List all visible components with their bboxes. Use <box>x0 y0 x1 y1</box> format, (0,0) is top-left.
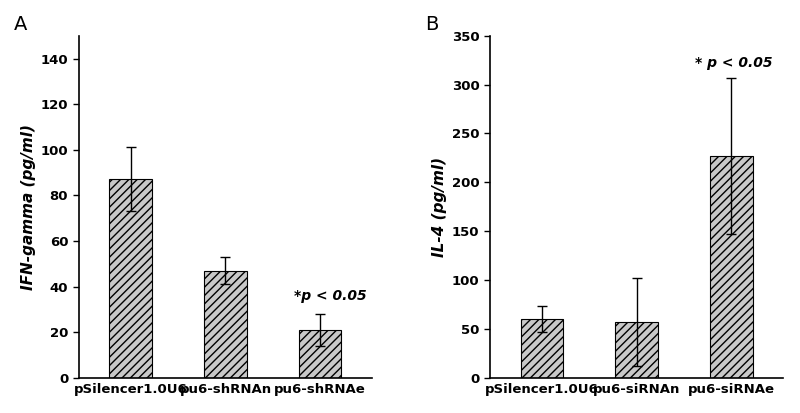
Text: *p < 0.05: *p < 0.05 <box>294 289 366 303</box>
Text: B: B <box>425 15 438 34</box>
Text: A: A <box>14 15 27 34</box>
Bar <box>299 330 342 378</box>
Bar <box>710 156 753 378</box>
Bar <box>204 271 246 378</box>
Y-axis label: IL-4 (pg/ml): IL-4 (pg/ml) <box>433 157 447 257</box>
Bar <box>110 179 152 378</box>
Bar <box>615 322 658 378</box>
Text: * p < 0.05: * p < 0.05 <box>695 56 773 70</box>
Bar <box>521 319 563 378</box>
Y-axis label: IFN-gamma (pg/ml): IFN-gamma (pg/ml) <box>22 124 37 290</box>
